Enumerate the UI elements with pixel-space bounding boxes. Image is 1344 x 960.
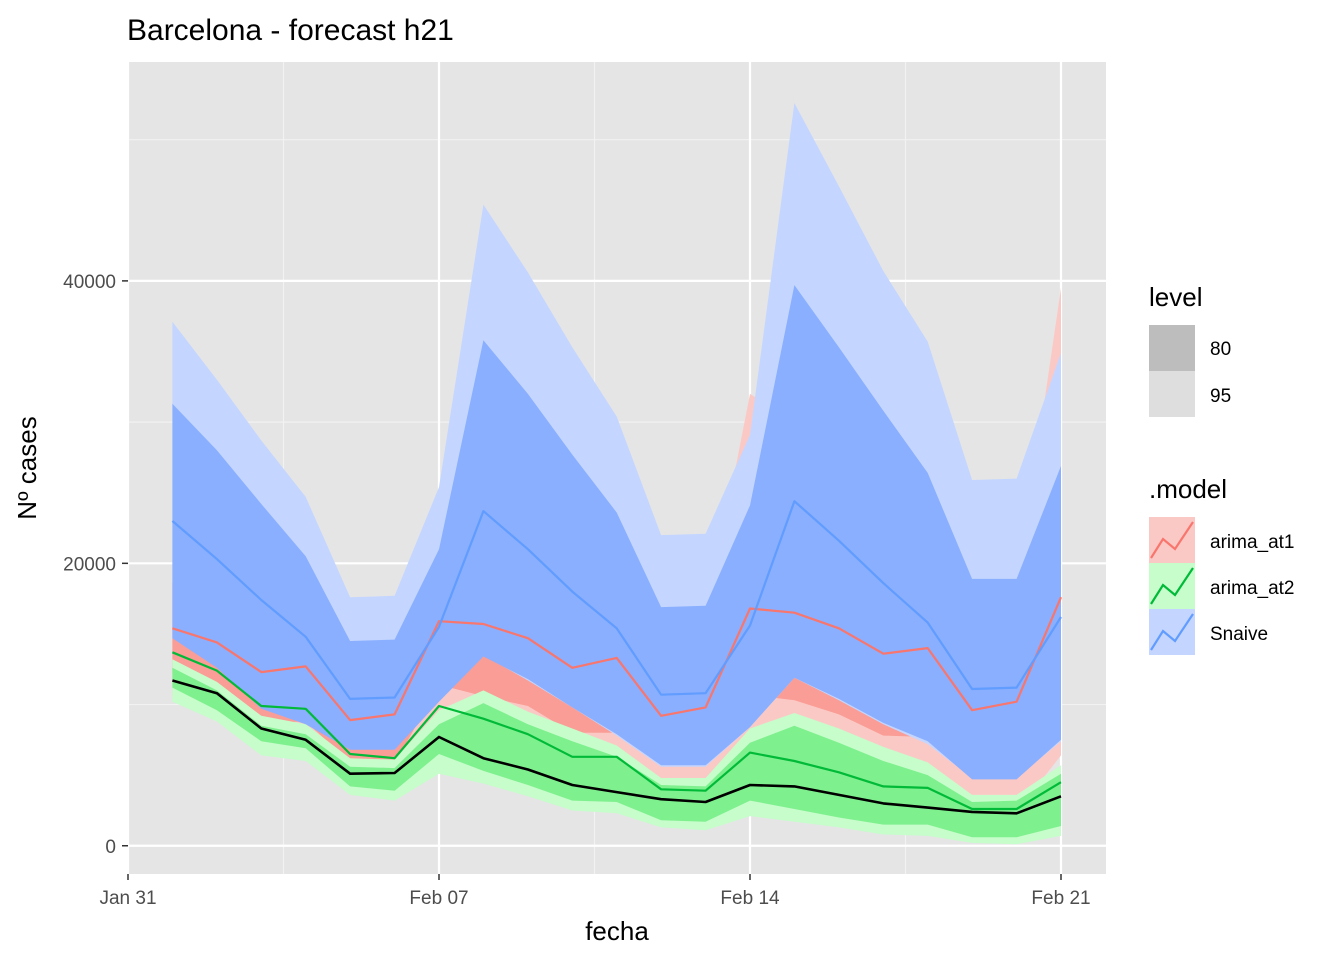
legend-model-label-arima-at2: arima_at2: [1210, 578, 1295, 599]
series-lines: [171, 500, 1063, 815]
line-observed: [172, 679, 1062, 815]
y-tick-label: 40000: [63, 272, 116, 293]
legend-key-bg-snaive: [1149, 609, 1195, 655]
x-axis: Jan 31 Feb 07 Feb 14 Feb 21: [99, 874, 1091, 909]
legend-level-95-key: [1149, 371, 1195, 417]
legend-model-title: .model: [1149, 474, 1227, 504]
y-tick-label: 20000: [63, 554, 116, 575]
band80-snaive: [172, 285, 1061, 780]
x-tick-label: Feb 14: [720, 888, 780, 909]
legend-key-line-arima-at1: [1150, 521, 1194, 559]
x-axis-title: fecha: [585, 916, 649, 946]
legend-level-80-label: 80: [1210, 339, 1231, 360]
x-tick-label: Feb 07: [409, 888, 468, 909]
legend-key-bg-arima-at2: [1149, 563, 1195, 609]
legend-model-label-snaive: Snaive: [1210, 624, 1268, 645]
legend-level-title: level: [1149, 282, 1202, 312]
x-tick-label: Feb 21: [1031, 888, 1090, 909]
legend-model-keys: [1149, 517, 1195, 655]
x-tick-label: Jan 31: [99, 888, 156, 909]
legend-level-80-key: [1149, 325, 1195, 371]
legend: level 80 95 .model arima_at1 arima_at2 S…: [1149, 282, 1295, 655]
chart-title: Barcelona - forecast h21: [127, 14, 454, 47]
legend-level-95-label: 95: [1210, 386, 1231, 407]
line-arima-at2: [171, 651, 1062, 811]
y-axis: 0 20000 40000: [63, 272, 128, 858]
legend-model-label-arima-at1: arima_at1: [1210, 532, 1295, 553]
line-arima-at1: [172, 596, 1063, 722]
legend-key-line-snaive: [1150, 613, 1194, 651]
line-snaive: [171, 500, 1062, 701]
y-axis-title: Nº cases: [12, 416, 42, 519]
legend-key-line-arima-at2: [1150, 567, 1194, 605]
legend-key-bg-arima-at1: [1149, 517, 1195, 563]
y-tick-label: 0: [105, 837, 116, 858]
forecast-intervals: [172, 103, 1061, 845]
